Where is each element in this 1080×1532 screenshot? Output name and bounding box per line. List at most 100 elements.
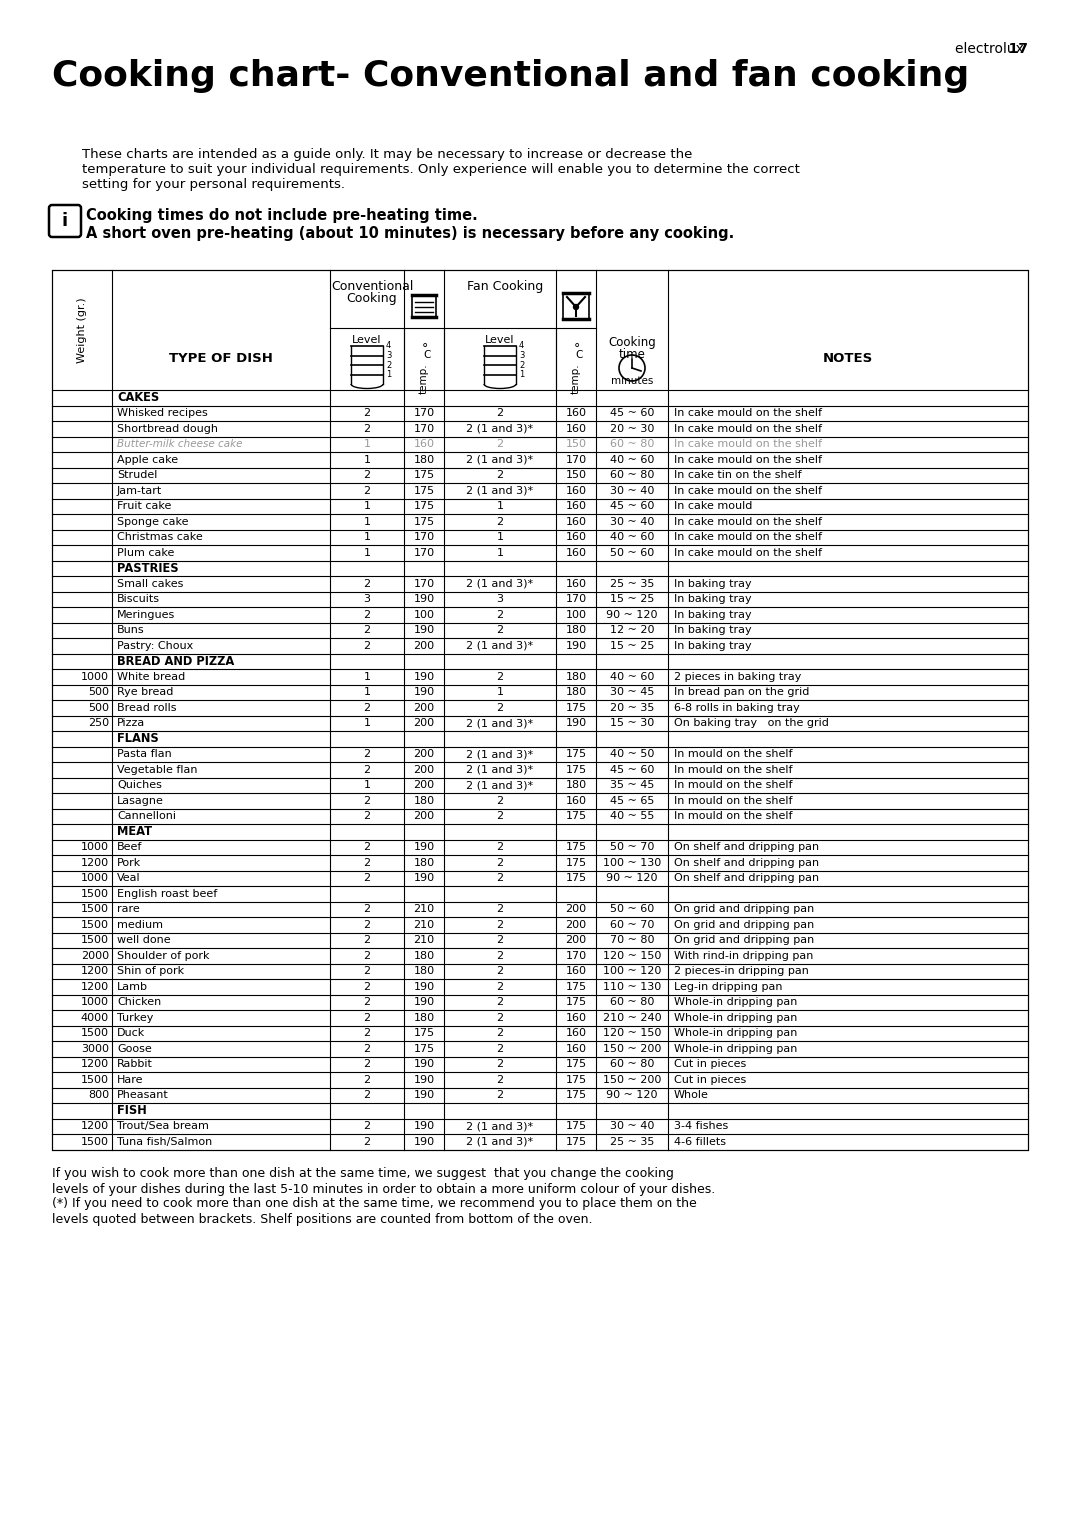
- Text: 15 ~ 25: 15 ~ 25: [610, 594, 654, 604]
- Text: 2: 2: [497, 967, 503, 976]
- Text: 100: 100: [414, 610, 434, 620]
- Text: 2: 2: [364, 812, 370, 821]
- Text: PASTRIES: PASTRIES: [117, 562, 178, 574]
- Text: In cake mould on the shelf: In cake mould on the shelf: [674, 532, 822, 542]
- Text: 50 ~ 60: 50 ~ 60: [610, 548, 654, 558]
- Text: 180: 180: [414, 1013, 434, 1023]
- Text: 2: 2: [364, 858, 370, 867]
- Text: Pastry: Choux: Pastry: Choux: [117, 640, 193, 651]
- Text: 15 ~ 25: 15 ~ 25: [610, 640, 654, 651]
- Text: 200: 200: [566, 935, 586, 945]
- Text: 175: 175: [414, 486, 434, 496]
- Text: 35 ~ 45: 35 ~ 45: [610, 780, 654, 791]
- Text: Shoulder of pork: Shoulder of pork: [117, 951, 210, 961]
- Text: 200: 200: [414, 640, 434, 651]
- Text: 175: 175: [414, 470, 434, 480]
- Text: Meringues: Meringues: [117, 610, 175, 620]
- Text: 175: 175: [566, 812, 586, 821]
- Text: 170: 170: [414, 579, 434, 588]
- Text: 60 ~ 70: 60 ~ 70: [610, 919, 654, 930]
- Text: 2: 2: [364, 610, 370, 620]
- Text: 2 (1 and 3)*: 2 (1 and 3)*: [467, 486, 534, 496]
- Text: 175: 175: [414, 1028, 434, 1039]
- Text: Vegetable flan: Vegetable flan: [117, 764, 198, 775]
- Text: Tuna fish/Salmon: Tuna fish/Salmon: [117, 1137, 213, 1147]
- Text: 1500: 1500: [81, 935, 109, 945]
- Text: 2: 2: [364, 703, 370, 712]
- Text: 30 ~ 45: 30 ~ 45: [610, 688, 654, 697]
- Text: On shelf and dripping pan: On shelf and dripping pan: [674, 843, 819, 852]
- Text: English roast beef: English roast beef: [117, 889, 217, 899]
- Text: 2: 2: [497, 951, 503, 961]
- Text: C: C: [423, 349, 431, 360]
- Text: Leg-in dripping pan: Leg-in dripping pan: [674, 982, 783, 991]
- Text: 150: 150: [566, 470, 586, 480]
- Text: 160: 160: [566, 424, 586, 434]
- Text: 2: 2: [364, 749, 370, 760]
- Text: Bread rolls: Bread rolls: [117, 703, 176, 712]
- Text: 2: 2: [364, 982, 370, 991]
- Text: 160: 160: [566, 548, 586, 558]
- Text: In baking tray: In baking tray: [674, 579, 752, 588]
- Text: 1000: 1000: [81, 671, 109, 682]
- Text: 175: 175: [566, 1121, 586, 1131]
- Text: In cake mould on the shelf: In cake mould on the shelf: [674, 548, 822, 558]
- Text: 45 ~ 65: 45 ~ 65: [610, 795, 654, 806]
- Text: 2: 2: [497, 440, 503, 449]
- Text: 2: 2: [497, 873, 503, 884]
- Text: 2 (1 and 3)*: 2 (1 and 3)*: [467, 579, 534, 588]
- Text: 190: 190: [414, 997, 434, 1007]
- Text: Pork: Pork: [117, 858, 141, 867]
- Text: 1500: 1500: [81, 919, 109, 930]
- Text: 500: 500: [87, 688, 109, 697]
- Text: 40 ~ 60: 40 ~ 60: [610, 671, 654, 682]
- Text: In cake mould on the shelf: In cake mould on the shelf: [674, 408, 822, 418]
- Text: 2: 2: [364, 470, 370, 480]
- Text: 150 ~ 200: 150 ~ 200: [603, 1043, 661, 1054]
- Text: 175: 175: [566, 1091, 586, 1100]
- Text: 160: 160: [566, 967, 586, 976]
- Text: 25 ~ 35: 25 ~ 35: [610, 579, 654, 588]
- Text: 2 (1 and 3)*: 2 (1 and 3)*: [467, 1121, 534, 1131]
- Text: Pasta flan: Pasta flan: [117, 749, 172, 760]
- Text: 1: 1: [364, 501, 370, 512]
- Text: 190: 190: [566, 719, 586, 728]
- Text: 1: 1: [364, 671, 370, 682]
- Text: 190: 190: [414, 1075, 434, 1085]
- Text: Christmas cake: Christmas cake: [117, 532, 203, 542]
- Text: 2 (1 and 3)*: 2 (1 and 3)*: [467, 1137, 534, 1147]
- Text: temp.: temp.: [419, 363, 429, 394]
- Text: Shortbread dough: Shortbread dough: [117, 424, 218, 434]
- Text: 1000: 1000: [81, 873, 109, 884]
- Text: 1200: 1200: [81, 967, 109, 976]
- Text: °: °: [422, 343, 428, 355]
- Text: 160: 160: [566, 579, 586, 588]
- Text: 160: 160: [566, 1028, 586, 1039]
- Text: 210: 210: [414, 904, 434, 915]
- Text: 175: 175: [414, 516, 434, 527]
- Text: In cake mould on the shelf: In cake mould on the shelf: [674, 424, 822, 434]
- Text: In cake mould: In cake mould: [674, 501, 753, 512]
- Text: 2: 2: [364, 1013, 370, 1023]
- Text: 170: 170: [414, 532, 434, 542]
- Text: 40 ~ 55: 40 ~ 55: [610, 812, 654, 821]
- Text: 1: 1: [364, 532, 370, 542]
- Text: In mould on the shelf: In mould on the shelf: [674, 749, 793, 760]
- Text: In baking tray: In baking tray: [674, 625, 752, 636]
- Text: 30 ~ 40: 30 ~ 40: [610, 486, 654, 496]
- Text: 190: 190: [414, 1137, 434, 1147]
- Text: well done: well done: [117, 935, 171, 945]
- Text: 60 ~ 80: 60 ~ 80: [610, 1059, 654, 1069]
- Text: 100: 100: [566, 610, 586, 620]
- Text: 45 ~ 60: 45 ~ 60: [610, 764, 654, 775]
- Text: 175: 175: [566, 873, 586, 884]
- Text: Goose: Goose: [117, 1043, 152, 1054]
- Text: Rabbit: Rabbit: [117, 1059, 153, 1069]
- Text: 1: 1: [497, 688, 503, 697]
- Text: 120 ~ 150: 120 ~ 150: [603, 951, 661, 961]
- Text: Quiches: Quiches: [117, 780, 162, 791]
- Text: 120 ~ 150: 120 ~ 150: [603, 1028, 661, 1039]
- Text: Lamb: Lamb: [117, 982, 148, 991]
- Text: 4: 4: [519, 342, 524, 351]
- Text: 1000: 1000: [81, 997, 109, 1007]
